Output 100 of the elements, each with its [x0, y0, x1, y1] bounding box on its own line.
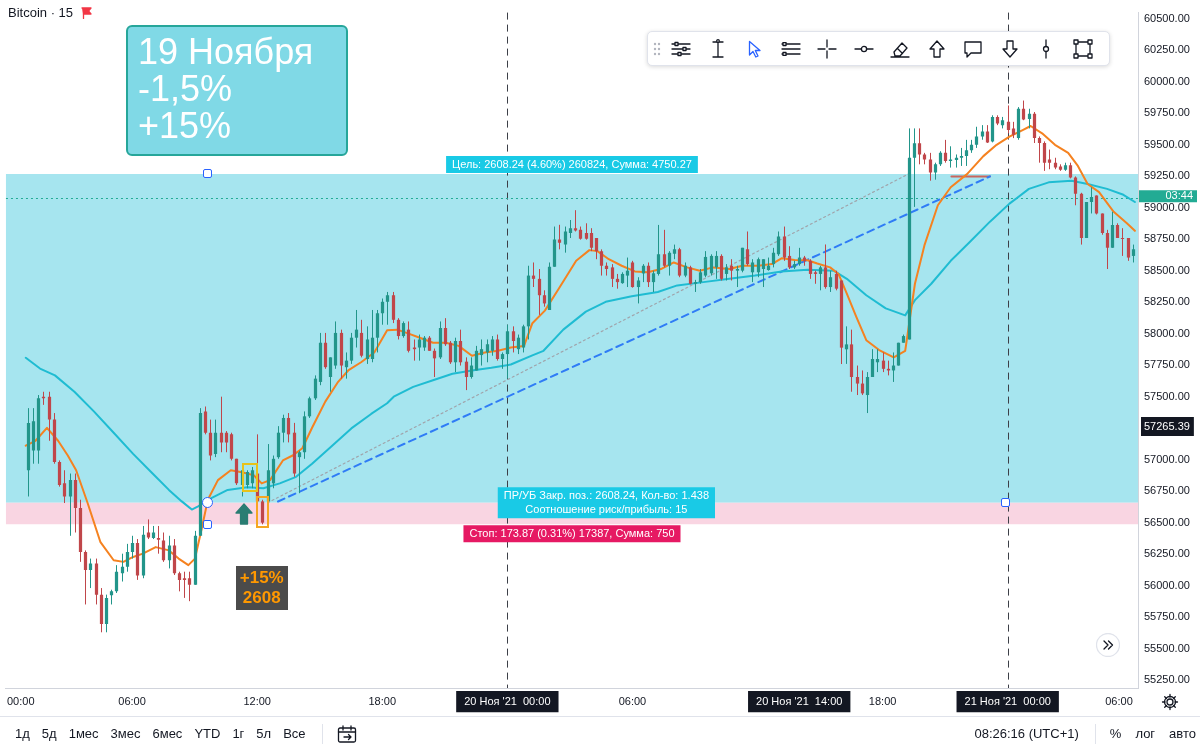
candlestick — [307, 396, 312, 419]
candlestick — [396, 317, 401, 340]
candlestick — [62, 469, 67, 504]
candlestick — [485, 338, 490, 363]
annotation: 19 Ноября -1,5% +15% — [126, 25, 348, 156]
text: Все — [283, 726, 306, 741]
annotation: ПР/УБ Закр. поз.: 2608.24, Кол-во: 1.438 Соотношение риск/прибыль: 15 — [503, 489, 709, 516]
candlestick — [365, 325, 370, 365]
candlestick — [130, 535, 135, 560]
x-tick-label: 06:00 — [1105, 694, 1133, 707]
y-tick-label: 58250.00 — [1144, 295, 1190, 308]
candlestick — [203, 406, 208, 435]
candlestick — [964, 139, 969, 167]
text: % — [1109, 726, 1122, 741]
text: YTD — [194, 726, 221, 741]
y-tick-label: 56000.00 — [1144, 578, 1190, 591]
candlestick — [1100, 212, 1105, 236]
candlestick — [1094, 194, 1099, 215]
x-tick-label: 18:00 — [368, 694, 397, 707]
y-tick-label: 57500.00 — [1144, 389, 1190, 402]
candlestick — [1126, 237, 1131, 262]
text: 3мес — [110, 726, 141, 741]
band-label: Стоп: 173.87 (0.31%) 17387, Сумма: 750 — [469, 527, 675, 540]
candlestick — [912, 127, 917, 208]
x-tick-label: 21 Ноя '21 00:00 — [964, 694, 1051, 707]
candlestick — [250, 466, 255, 489]
candlestick — [599, 248, 604, 277]
y-tick-label: 57000.00 — [1144, 452, 1190, 465]
y-tick-label: 60500.00 — [1144, 11, 1190, 24]
candlestick — [286, 412, 291, 443]
candlestick — [490, 335, 495, 357]
candlestick — [505, 324, 510, 380]
candlestick — [83, 549, 88, 605]
candlestick — [297, 450, 302, 494]
candlestick — [495, 334, 500, 362]
candlestick — [865, 371, 870, 414]
candlestick — [625, 257, 630, 288]
candlestick — [959, 147, 964, 167]
text: авто — [1169, 726, 1196, 741]
candlestick — [521, 324, 526, 353]
candlestick — [182, 571, 187, 599]
candlestick — [260, 499, 265, 525]
candlestick — [167, 535, 172, 569]
candlestick — [776, 230, 781, 257]
candlestick — [808, 258, 813, 280]
candlestick — [443, 317, 448, 347]
text: 1д — [15, 726, 30, 741]
candlestick — [417, 334, 422, 362]
y-tick-label: 56500.00 — [1144, 515, 1190, 528]
candlestick — [406, 320, 411, 353]
x-tick-label: 06:00 — [618, 694, 647, 707]
y-tick-label: 59250.00 — [1144, 169, 1190, 182]
x-tick-label: 06:00 — [118, 694, 146, 707]
candlestick — [823, 243, 828, 290]
candlestick — [1042, 140, 1047, 172]
candlestick — [68, 473, 73, 537]
candlestick — [594, 237, 599, 260]
candlestick — [667, 250, 672, 277]
y-tick-label: 60250.00 — [1144, 43, 1190, 56]
candlestick — [57, 459, 62, 488]
chart-title: Bitcoin · 15 — [8, 5, 74, 20]
candlestick — [187, 571, 192, 602]
y-tick-label: 60000.00 — [1144, 74, 1190, 87]
candlestick — [855, 365, 860, 396]
candlestick — [870, 348, 875, 378]
candlestick — [281, 414, 286, 443]
y-tick-label: 57750.00 — [1144, 358, 1190, 371]
candlestick — [881, 351, 886, 373]
candlestick — [1006, 104, 1011, 134]
candlestick — [1105, 229, 1110, 270]
candlestick — [563, 226, 568, 254]
candlestick — [1089, 186, 1094, 214]
candlestick — [354, 309, 359, 349]
band-label: Цель: 2608.24 (4.60%) 260824, Сумма: 4750.27 — [452, 157, 692, 170]
candlestick — [328, 356, 333, 393]
candlestick — [646, 261, 651, 288]
candlestick — [359, 319, 364, 358]
candlestick — [370, 309, 375, 363]
y-tick-label: 59000.00 — [1144, 200, 1190, 213]
y-tick-label: 55750.00 — [1144, 610, 1190, 623]
candlestick — [719, 253, 724, 281]
candlestick — [636, 276, 641, 304]
candlestick — [928, 152, 933, 182]
candlestick — [453, 337, 458, 373]
x-tick-label: 20 Ноя '21 14:00 — [756, 694, 843, 707]
text: 1г — [232, 726, 245, 741]
candlestick — [156, 525, 161, 555]
candlestick — [740, 247, 745, 273]
y-tick-label: 59750.00 — [1144, 106, 1190, 119]
candlestick — [782, 226, 787, 262]
candlestick — [943, 139, 948, 164]
candlestick — [818, 265, 823, 291]
y-tick-label: 56250.00 — [1144, 547, 1190, 560]
candlestick — [245, 469, 250, 489]
x-tick-label: 20 Ноя '21 00:00 — [464, 694, 551, 707]
text: 5л — [256, 726, 272, 741]
candlestick — [349, 332, 354, 365]
candlestick — [1073, 175, 1078, 206]
candlestick — [1110, 211, 1115, 249]
candlestick — [568, 219, 573, 239]
